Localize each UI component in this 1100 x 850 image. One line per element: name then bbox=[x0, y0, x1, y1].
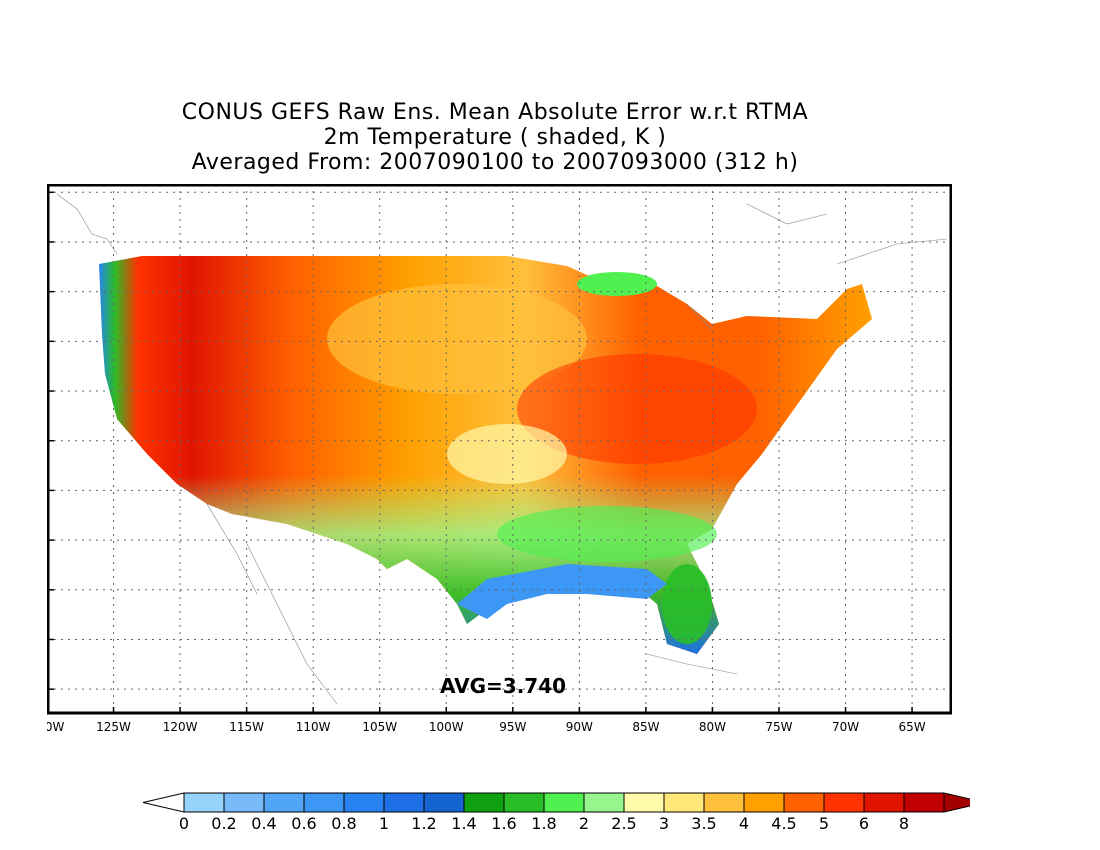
colorbar: 0 0.2 0.4 0.6 0.8 1 1.2 1.4 1.6 1.8 2 2.5 3 3.5 4 4.5 5 6… bbox=[142, 792, 970, 833]
colorbar-label: 0.2 bbox=[211, 814, 236, 833]
colorbar-boxes bbox=[142, 792, 970, 813]
colorbar-box bbox=[183, 792, 225, 813]
lon-tick-label: 85W bbox=[632, 720, 659, 734]
gulf-waters bbox=[457, 564, 667, 619]
grid bbox=[47, 184, 952, 714]
colorbar-label: 3 bbox=[659, 814, 669, 833]
colorbar-box bbox=[743, 792, 785, 813]
central-region bbox=[447, 424, 567, 484]
colorbar-box bbox=[663, 792, 705, 813]
colorbar-labels: 0 0.2 0.4 0.6 0.8 1 1.2 1.4 1.6 1.8 2 2.5 3 3.5 4 4.5 5 6… bbox=[179, 814, 909, 833]
colorbar-box bbox=[863, 792, 905, 813]
lon-tick-label: 115W bbox=[229, 720, 264, 734]
colorbar-label: 0.6 bbox=[291, 814, 316, 833]
map-title: CONUS GEFS Raw Ens. Mean Absolute Error … bbox=[0, 100, 990, 175]
lon-tick-label: 110W bbox=[296, 720, 331, 734]
gulf-coast-region bbox=[497, 506, 717, 562]
colorbar-label: 5 bbox=[819, 814, 829, 833]
colorbar-over-arrow bbox=[943, 792, 970, 813]
colorbar-label: 6 bbox=[859, 814, 869, 833]
avg-annotation: AVG=3.740 bbox=[440, 674, 567, 698]
lon-tick-label: 95W bbox=[499, 720, 526, 734]
colorbar-label: 2.5 bbox=[611, 814, 636, 833]
colorbar-box bbox=[463, 792, 505, 813]
lon-tick-label: 65W bbox=[899, 720, 926, 734]
map-svg: 21N24N27N30N33N36N39N42N45N48N51N 130W 12… bbox=[47, 184, 952, 734]
colorbar-box bbox=[263, 792, 305, 813]
colorbar-label: 0.8 bbox=[331, 814, 356, 833]
title-line-2: 2m Temperature ( shaded, K ) bbox=[323, 125, 667, 150]
colorbar-label: 1 bbox=[379, 814, 389, 833]
colorbar-label: 4.5 bbox=[771, 814, 796, 833]
map-panel: 21N24N27N30N33N36N39N42N45N48N51N 130W 12… bbox=[47, 184, 952, 734]
colorbar-label: 2 bbox=[579, 814, 589, 833]
colorbar-label: 3.5 bbox=[691, 814, 716, 833]
lon-tick-label: 80W bbox=[699, 720, 726, 734]
longitude-labels: 130W 125W 120W 115W 110W 105W 100W 95W 90W 85W 80W… bbox=[47, 707, 926, 734]
lon-tick-label: 125W bbox=[96, 720, 131, 734]
colorbar-box bbox=[223, 792, 265, 813]
lon-tick-label: 130W bbox=[47, 720, 65, 734]
title-line-3: Averaged From: 2007090100 to 2007093000 … bbox=[191, 150, 799, 175]
colorbar-box bbox=[903, 792, 945, 813]
great-lakes-region bbox=[577, 272, 657, 296]
colorbar-label: 0 bbox=[179, 814, 189, 833]
colorbar-label: 1.6 bbox=[491, 814, 516, 833]
colorbar-box bbox=[423, 792, 465, 813]
lon-tick-label: 75W bbox=[765, 720, 792, 734]
colorbar-label: 1.2 bbox=[411, 814, 436, 833]
plains-region bbox=[327, 284, 587, 394]
colorbar-box bbox=[703, 792, 745, 813]
colorbar-box bbox=[543, 792, 585, 813]
colorbar-box bbox=[343, 792, 385, 813]
florida-region bbox=[662, 564, 712, 644]
colorbar-box bbox=[783, 792, 825, 813]
colorbar-label: 1.4 bbox=[451, 814, 476, 833]
coastlines bbox=[56, 193, 948, 705]
colorbar-box bbox=[503, 792, 545, 813]
colorbar-label: 0.4 bbox=[251, 814, 276, 833]
lon-tick-label: 90W bbox=[566, 720, 593, 734]
title-line-1: CONUS GEFS Raw Ens. Mean Absolute Error … bbox=[181, 100, 809, 125]
map-border bbox=[47, 184, 952, 715]
colorbar-under-arrow bbox=[142, 792, 185, 813]
colorbar-label: 1.8 bbox=[531, 814, 556, 833]
lon-tick-label: 120W bbox=[163, 720, 198, 734]
colorbar-box bbox=[623, 792, 665, 813]
colorbar-box bbox=[383, 792, 425, 813]
colorbar-label: 4 bbox=[739, 814, 749, 833]
colorbar-label: 8 bbox=[899, 814, 909, 833]
colorbar-box bbox=[303, 792, 345, 813]
colorbar-box bbox=[583, 792, 625, 813]
ohio-valley-region bbox=[517, 354, 757, 464]
colorbar-box bbox=[823, 792, 865, 813]
temperature-error-field bbox=[99, 256, 872, 654]
lon-tick-label: 100W bbox=[429, 720, 464, 734]
lon-tick-label: 105W bbox=[362, 720, 397, 734]
latitude-labels: 21N24N27N30N33N36N39N42N45N48N51N bbox=[47, 191, 54, 690]
lon-tick-label: 70W bbox=[832, 720, 859, 734]
